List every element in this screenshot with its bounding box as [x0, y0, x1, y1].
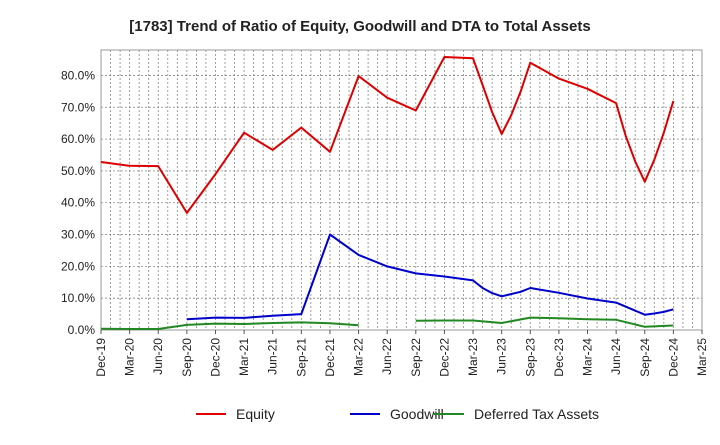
x-tick-label: Sep-21: [294, 338, 308, 377]
chart-title: [1783] Trend of Ratio of Equity, Goodwil…: [129, 18, 590, 35]
series-lines: [100, 56, 675, 330]
y-tick-label: 80.0%: [61, 68, 95, 82]
y-tick-label: 50.0%: [61, 164, 95, 178]
y-axis-tick-labels: 0.0% 10.0% 20.0% 30.0% 40.0% 50.0% 60.0% 70.0% 8…: [61, 68, 95, 337]
x-tick-label: Dec-23: [552, 338, 566, 377]
x-tick-label: Dec-19: [94, 338, 108, 377]
x-tick-label: Sep-20: [180, 338, 194, 377]
x-tick-label: Mar-25: [695, 338, 709, 376]
goodwill-legend-label: Goodwill: [390, 406, 444, 422]
y-tick-label: 10.0%: [61, 291, 95, 305]
x-tick-label: Dec-21: [323, 338, 337, 377]
x-tick-label: Jun-20: [151, 338, 165, 375]
y-tick-label: 60.0%: [61, 132, 95, 146]
x-axis-tick-labels: Dec-19 Mar-20 Jun-20 Sep-20 Dec-20 Mar-21 Jun-…: [94, 330, 709, 377]
x-tick-label: Mar-22: [352, 338, 366, 376]
deferred-tax-assets-legend-label: Deferred Tax Assets: [474, 406, 599, 422]
goodwill-line: [186, 233, 674, 321]
x-tick-label: Jun-22: [380, 338, 394, 375]
x-tick-label: Mar-24: [581, 338, 595, 376]
grid-lines: [101, 50, 702, 330]
y-tick-label: 20.0%: [61, 259, 95, 273]
equity-line: [100, 56, 675, 214]
legend: Equity Goodwill Deferred Tax Assets: [196, 406, 599, 422]
y-tick-label: 0.0%: [68, 323, 96, 337]
y-tick-label: 40.0%: [61, 196, 95, 210]
x-tick-label: Jun-24: [609, 338, 623, 375]
equity-legend-label: Equity: [236, 406, 275, 422]
x-tick-label: Jun-23: [495, 338, 509, 375]
x-tick-label: Dec-24: [666, 338, 680, 377]
x-tick-label: Dec-22: [437, 338, 451, 377]
y-tick-label: 70.0%: [61, 100, 95, 114]
deferred-tax-assets-line: [100, 321, 359, 330]
plot-area: [100, 49, 703, 331]
y-tick-label: 30.0%: [61, 228, 95, 242]
x-tick-label: Sep-23: [523, 338, 537, 377]
x-tick-label: Mar-21: [237, 338, 251, 376]
x-tick-label: Dec-20: [208, 338, 222, 377]
x-tick-label: Mar-20: [123, 338, 137, 376]
x-tick-label: Sep-24: [638, 338, 652, 377]
x-tick-label: Jun-21: [266, 338, 280, 375]
x-tick-label: Sep-22: [409, 338, 423, 377]
deferred-tax-assets-line: [415, 316, 674, 328]
x-tick-label: Mar-23: [466, 338, 480, 376]
